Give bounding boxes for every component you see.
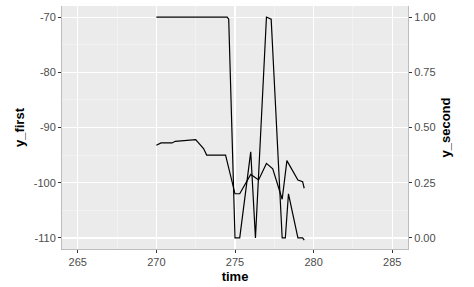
svg-text:265: 265 bbox=[69, 256, 87, 268]
svg-text:-100: -100 bbox=[34, 177, 56, 189]
svg-text:y_first: y_first bbox=[12, 107, 27, 147]
svg-text:-110: -110 bbox=[35, 232, 56, 244]
svg-text:0.75: 0.75 bbox=[414, 66, 435, 78]
svg-text:0.00: 0.00 bbox=[414, 232, 435, 244]
svg-text:time: time bbox=[222, 269, 249, 284]
svg-text:270: 270 bbox=[147, 256, 165, 268]
svg-text:0.50: 0.50 bbox=[414, 121, 435, 133]
svg-text:-90: -90 bbox=[40, 121, 56, 133]
svg-text:-80: -80 bbox=[40, 66, 56, 78]
svg-text:285: 285 bbox=[383, 256, 401, 268]
svg-text:275: 275 bbox=[226, 256, 244, 268]
svg-text:y_second: y_second bbox=[438, 97, 453, 157]
svg-text:0.25: 0.25 bbox=[414, 177, 435, 189]
svg-text:-70: -70 bbox=[40, 11, 56, 23]
svg-text:1.00: 1.00 bbox=[414, 11, 435, 23]
svg-text:280: 280 bbox=[304, 256, 322, 268]
